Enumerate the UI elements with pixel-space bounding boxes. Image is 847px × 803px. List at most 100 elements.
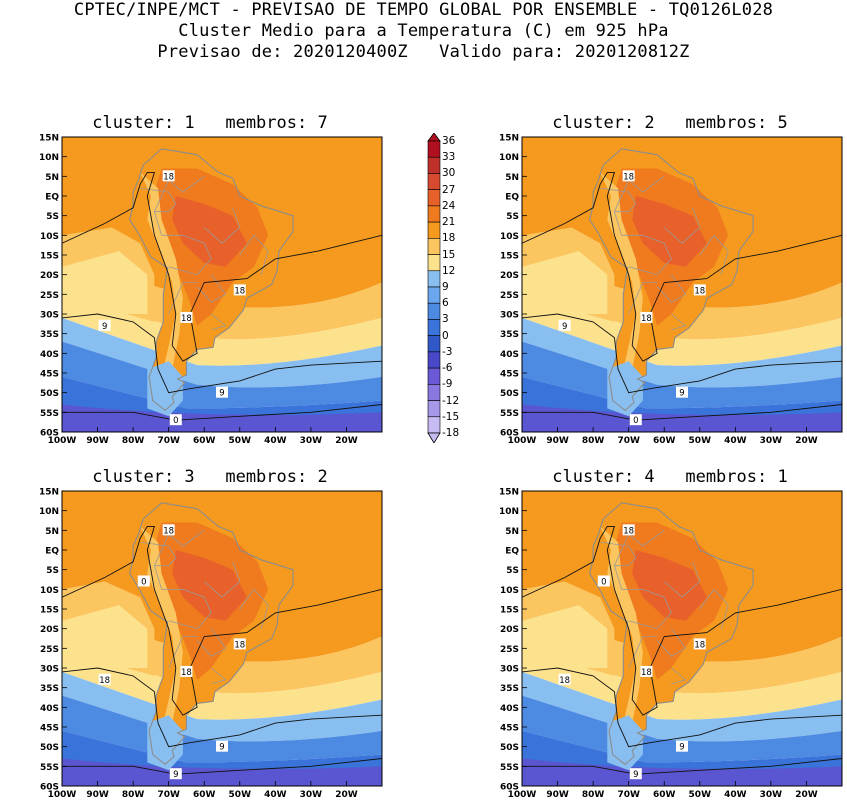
svg-text:9: 9 xyxy=(562,322,567,332)
colorbar-swatch xyxy=(427,270,441,288)
map-frame xyxy=(521,490,843,787)
lon-tick-label: 70W xyxy=(157,436,180,446)
lat-tick-label: 35S xyxy=(500,684,519,694)
colorbar-label: 36 xyxy=(442,135,456,147)
colorbar-label: 24 xyxy=(442,199,456,212)
svg-text:9: 9 xyxy=(219,743,224,753)
svg-text:18: 18 xyxy=(641,314,652,324)
lat-tick-label: 35S xyxy=(40,684,59,694)
lat-tick-label: 35S xyxy=(40,330,59,340)
lat-tick-label: EQ xyxy=(45,193,59,203)
country-border xyxy=(663,561,701,598)
warm-core-27 xyxy=(632,196,707,267)
svg-text:18: 18 xyxy=(181,314,192,324)
contour-label: 18 xyxy=(622,170,635,182)
lat-tick-label: 25S xyxy=(40,291,59,301)
svg-text:18: 18 xyxy=(694,640,705,650)
lon-tick-label: 40W xyxy=(724,436,747,446)
lat-tick-label: 60S xyxy=(40,429,59,439)
lat-tick-label: 40S xyxy=(500,704,519,714)
map-frame xyxy=(61,136,383,433)
country-border xyxy=(140,187,177,213)
lat-tick-label: 5S xyxy=(506,212,519,222)
contour-label: 18 xyxy=(180,665,193,678)
lat-tick-label: 25S xyxy=(500,291,519,301)
svg-text:18: 18 xyxy=(163,526,174,536)
country-border xyxy=(600,541,637,567)
contour-label: 9 xyxy=(169,768,182,780)
map-frame xyxy=(61,490,383,787)
lon-tick-label: 40W xyxy=(264,790,287,800)
lon-tick-label: 40W xyxy=(264,436,287,446)
contour-label: 9 xyxy=(629,768,642,780)
lat-tick-label: 25S xyxy=(40,645,59,655)
panel-title: cluster: 4 membros: 1 xyxy=(552,467,788,487)
map-svg: 18 18 18 18 9 9 0 15N 10N 5N EQ 5S 10S 15S 20S 25S 30S 35… xyxy=(499,488,843,800)
map-panel-cluster-1: cluster: 1 membros: 7 18 18 18 9 9 0 15N 10N 5N E… xyxy=(20,113,400,448)
colorbar-swatch xyxy=(427,173,441,190)
lat-tick-label: 35S xyxy=(500,330,519,340)
lat-tick-label: 30S xyxy=(500,665,519,675)
band-9 xyxy=(62,317,382,388)
band-18 xyxy=(522,258,842,340)
header-line-3: Previsao de: 2020120400Z Valido para: 20… xyxy=(157,42,690,62)
warm-core-27 xyxy=(632,550,707,621)
map-panel-cluster-3: cluster: 3 membros: 2 18 18 18 18 9 9 0 15N 10N 5… xyxy=(20,467,400,803)
contour-label: 18 xyxy=(693,638,706,650)
svg-text:0: 0 xyxy=(173,416,178,426)
lon-tick-label: 20W xyxy=(335,436,358,446)
contour-label: 9 xyxy=(676,740,688,753)
lat-tick-label: 30S xyxy=(40,665,59,675)
svg-text:9: 9 xyxy=(679,743,684,753)
pacific-cool-band xyxy=(522,251,608,314)
colorbar-swatch xyxy=(427,384,441,401)
svg-text:18: 18 xyxy=(99,676,110,686)
lon-tick-label: 80W xyxy=(582,436,605,446)
colorbar-swatch xyxy=(427,335,441,353)
lat-tick-label: 60S xyxy=(40,783,59,793)
lon-tick-label: 60W xyxy=(653,436,676,446)
map-svg: 18 18 18 18 9 9 0 15N 10N 5N EQ 5S 10S 15S 20S 25S 30S 35… xyxy=(39,488,383,800)
lon-tick-label: 100W xyxy=(508,436,537,446)
coastline xyxy=(129,148,294,412)
contour-18 xyxy=(62,171,382,362)
colorbar-label: -6 xyxy=(442,362,453,375)
colorbar-label: -12 xyxy=(442,394,460,407)
lat-tick-label: 20S xyxy=(40,271,59,281)
lat-tick-label: 15N xyxy=(499,134,519,144)
contour-label: 9 xyxy=(676,386,688,399)
coastline xyxy=(129,502,294,766)
contour-label: 9 xyxy=(216,386,228,399)
svg-text:9: 9 xyxy=(679,389,684,399)
country-border xyxy=(196,274,227,303)
country-border xyxy=(239,234,269,275)
contour-0 xyxy=(62,758,382,775)
lat-tick-label: 55S xyxy=(40,409,59,419)
contour-9 xyxy=(62,667,382,748)
lon-tick-label: 20W xyxy=(795,790,818,800)
band-15 xyxy=(62,644,382,720)
lon-tick-label: 80W xyxy=(122,436,145,446)
lat-tick-label: 45S xyxy=(40,724,59,734)
coastline xyxy=(589,502,754,766)
lat-tick-label: 10S xyxy=(500,232,519,242)
country-border xyxy=(628,282,658,315)
colorbar-label: 12 xyxy=(442,264,456,277)
colorbar-swatch xyxy=(427,189,441,207)
band-minus3 xyxy=(522,758,842,786)
lon-tick-label: 50W xyxy=(689,790,712,800)
lon-tick-label: 60W xyxy=(193,790,216,800)
lon-tick-label: 70W xyxy=(617,790,640,800)
band-minus3 xyxy=(522,404,842,432)
lat-tick-label: 55S xyxy=(500,763,519,773)
contour-0 xyxy=(522,758,842,775)
band-minus3 xyxy=(62,404,382,432)
band-3 xyxy=(522,341,842,409)
lon-tick-label: 100W xyxy=(508,790,537,800)
contour-label: 0 xyxy=(597,575,610,587)
country-border xyxy=(211,667,227,685)
country-border xyxy=(699,234,729,275)
lon-tick-label: 60W xyxy=(193,436,216,446)
colorbar-label: 30 xyxy=(442,167,456,180)
lon-tick-label: 50W xyxy=(229,436,252,446)
